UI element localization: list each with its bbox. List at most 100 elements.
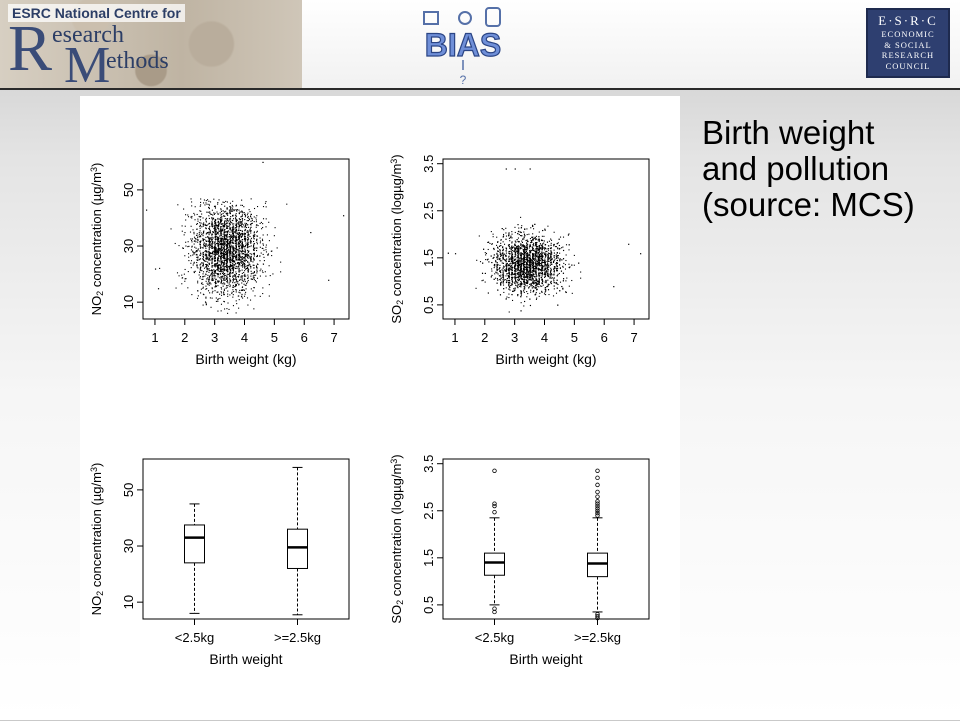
chart-0-point	[207, 199, 208, 200]
chart-0-point	[209, 292, 210, 293]
chart-0-point	[242, 239, 243, 240]
chart-1-point	[568, 249, 569, 250]
chart-0-point	[219, 298, 220, 299]
chart-1-point	[546, 265, 547, 266]
chart-0-point	[221, 234, 222, 235]
chart-1-point	[498, 258, 499, 259]
chart-0-point	[251, 271, 252, 272]
chart-0-point	[209, 247, 210, 248]
chart-0-point	[237, 249, 238, 250]
chart-0-point	[255, 247, 256, 248]
chart-1-point	[563, 280, 564, 281]
chart-0-point	[227, 287, 228, 288]
chart-0-point	[191, 260, 192, 261]
chart-0-point	[233, 237, 234, 238]
chart-0-point	[243, 234, 244, 235]
chart-0-point	[231, 236, 232, 237]
chart-0-point	[248, 218, 249, 219]
chart-0-point	[219, 277, 220, 278]
chart-1-point	[534, 280, 535, 281]
chart-0-point	[263, 254, 264, 255]
chart-0-point	[225, 211, 226, 212]
chart-0-point	[245, 292, 246, 293]
chart-1-point	[521, 253, 522, 254]
chart-1-point	[538, 264, 539, 265]
chart-1-point	[548, 285, 549, 286]
chart-0-point	[216, 211, 217, 212]
chart-1-point	[524, 246, 525, 247]
chart-0-point	[244, 261, 245, 262]
chart-1-point	[518, 267, 519, 268]
chart-0-point	[205, 243, 206, 244]
chart-1-point	[541, 265, 542, 266]
chart-0-point	[193, 264, 194, 265]
chart-1-point	[515, 241, 516, 242]
chart-0-point	[213, 254, 214, 255]
chart-0-point	[245, 246, 246, 247]
chart-0-point	[199, 236, 200, 237]
chart-0-point	[187, 214, 188, 215]
esrc-logo-line5: COUNCIL	[868, 61, 948, 72]
chart-1-point	[520, 243, 521, 244]
chart-1-point	[550, 262, 551, 263]
chart-0-point	[183, 208, 184, 209]
chart-1-point	[503, 255, 504, 256]
chart-1-point	[514, 268, 515, 269]
chart-0-point	[238, 254, 239, 255]
chart-0-point	[197, 290, 198, 291]
chart-0-point	[222, 239, 223, 240]
chart-0-point	[240, 257, 241, 258]
chart-1-point	[536, 247, 537, 248]
chart-1-point	[532, 233, 533, 234]
chart-1-point	[544, 229, 545, 230]
chart-0-point	[223, 257, 224, 258]
chart-1-point	[515, 273, 516, 274]
chart-0-point	[252, 261, 253, 262]
chart-1-point	[556, 293, 557, 294]
chart-1-point	[561, 247, 562, 248]
chart-0-point	[209, 277, 210, 278]
chart-0-point	[232, 263, 233, 264]
chart-0-point	[214, 233, 215, 234]
chart-0-point	[219, 271, 220, 272]
chart-0-point	[203, 252, 204, 253]
chart-1-point	[526, 280, 527, 281]
chart-0-point	[242, 265, 243, 266]
chart-0-point	[262, 272, 263, 273]
chart-0-point	[254, 236, 255, 237]
chart-0-point	[245, 294, 246, 295]
chart-0-point	[213, 218, 214, 219]
chart-0-point	[236, 266, 237, 267]
chart-0-point	[269, 265, 270, 266]
chart-0-point	[211, 256, 212, 257]
chart-0-point	[280, 271, 281, 272]
chart-0-point	[231, 235, 232, 236]
chart-0-point	[207, 246, 208, 247]
chart-1-point	[517, 264, 518, 265]
chart-0-point	[221, 247, 222, 248]
chart-0-point	[254, 231, 255, 232]
chart-1-point	[517, 233, 518, 234]
chart-0-point	[233, 223, 234, 224]
chart-0-point	[203, 305, 204, 306]
chart-0-point	[197, 250, 198, 251]
chart-1-point	[491, 268, 492, 269]
chart-0-point	[222, 249, 223, 250]
chart-0-point	[218, 232, 219, 233]
chart-0-point	[217, 285, 218, 286]
chart-0-point	[267, 254, 268, 255]
chart-1-point	[562, 288, 563, 289]
chart-0-point	[223, 272, 224, 273]
chart-0-point	[238, 239, 239, 240]
chart-0-point	[236, 227, 237, 228]
chart-0-point	[206, 228, 207, 229]
chart-1-point	[515, 271, 516, 272]
chart-0-point	[230, 243, 231, 244]
chart-0-point	[207, 284, 208, 285]
chart-1-point	[548, 256, 549, 257]
chart-0-point	[195, 238, 196, 239]
chart-1-point	[534, 253, 535, 254]
chart-0-point	[233, 246, 234, 247]
chart-0-point	[209, 268, 210, 269]
